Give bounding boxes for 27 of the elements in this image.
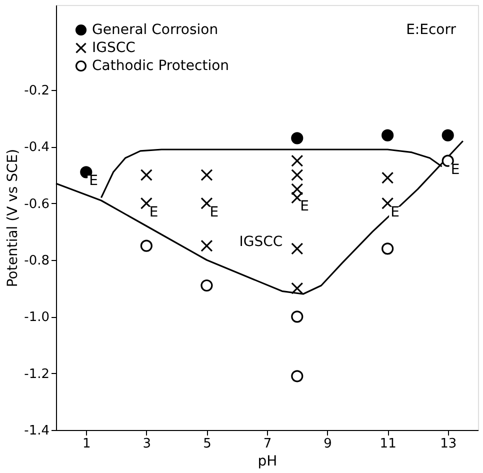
annotation: E [300, 198, 309, 215]
annotation: E [89, 173, 98, 190]
x-axis-title: pH [258, 454, 278, 470]
x-tick-label: 5 [203, 436, 212, 452]
y-tick-label: -0.8 [24, 254, 50, 268]
y-tick-label: -1.2 [24, 366, 50, 382]
y-tick-label: -0.4 [24, 140, 50, 156]
x-tick-label: 3 [142, 436, 152, 452]
y-tick-label: -1.0 [24, 310, 50, 326]
x-tick-label: 9 [324, 436, 332, 452]
annotation: E [149, 204, 158, 220]
legend-label: Cathodic Protection [92, 58, 230, 74]
x-tick-label: 11 [380, 436, 396, 452]
annotation: E [390, 204, 400, 220]
x-tick-label: 7 [263, 436, 272, 452]
annotation: E [450, 162, 460, 178]
x-tick-label: 1 [82, 436, 91, 452]
annotation: E [210, 204, 219, 220]
y-tick-label: -0.6 [24, 196, 50, 212]
y-tick-label: -1.4 [24, 424, 50, 438]
legend-label: General Corrosion [92, 22, 218, 38]
annotation: IGSCC [239, 234, 283, 250]
annotation: E:Ecorr [406, 22, 456, 38]
legend-label: IGSCC [92, 40, 136, 56]
y-axis-title: Potential (V vs SCE) [5, 148, 22, 288]
x-tick-label: 13 [440, 436, 457, 452]
y-tick-label: -0.2 [24, 84, 50, 98]
